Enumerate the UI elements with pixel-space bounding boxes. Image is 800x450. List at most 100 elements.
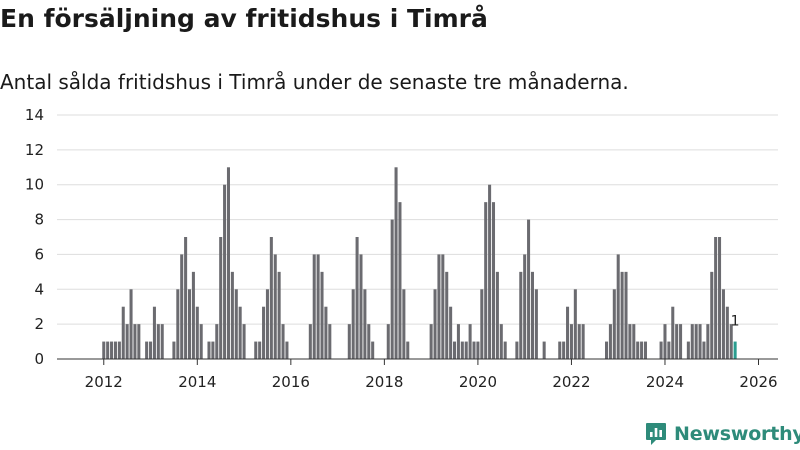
bar bbox=[503, 341, 507, 359]
bar bbox=[386, 324, 390, 359]
highlight-data-label: 1 bbox=[731, 314, 740, 330]
bar bbox=[449, 306, 453, 359]
bar bbox=[453, 341, 457, 359]
bar bbox=[694, 324, 698, 359]
bar bbox=[312, 254, 316, 359]
bar bbox=[628, 324, 632, 359]
bar bbox=[195, 306, 199, 359]
bar bbox=[176, 289, 180, 359]
bar bbox=[207, 341, 211, 359]
bar bbox=[679, 324, 683, 359]
bar bbox=[725, 306, 729, 359]
bar bbox=[117, 341, 121, 359]
bar bbox=[316, 254, 320, 359]
bar bbox=[125, 324, 129, 359]
bar bbox=[690, 324, 694, 359]
bar bbox=[437, 254, 441, 359]
brand-name: Newsworthy bbox=[674, 423, 800, 445]
bar bbox=[667, 341, 671, 359]
bar bbox=[215, 324, 219, 359]
bar bbox=[211, 341, 215, 359]
chart-subtitle: Antal sålda fritidshus i Timrå under de … bbox=[0, 70, 629, 94]
bar bbox=[219, 237, 223, 359]
bar bbox=[573, 289, 577, 359]
bar bbox=[675, 324, 679, 359]
bar bbox=[499, 324, 503, 359]
y-tick-label: 8 bbox=[34, 211, 44, 229]
y-tick-label: 6 bbox=[34, 245, 44, 263]
bar bbox=[663, 324, 667, 359]
bar bbox=[484, 202, 488, 359]
bar bbox=[367, 324, 371, 359]
bar bbox=[433, 289, 437, 359]
bar bbox=[612, 289, 616, 359]
bar bbox=[106, 341, 110, 359]
bar bbox=[698, 324, 702, 359]
bar bbox=[441, 254, 445, 359]
bar bbox=[172, 341, 176, 359]
bar bbox=[160, 324, 164, 359]
bar bbox=[402, 289, 406, 359]
bar bbox=[464, 341, 468, 359]
bar bbox=[265, 289, 269, 359]
bar-chart: 0 2 4 6 8 10 12 14 1 2012 2014 2016 2018 2020 2022 2024… bbox=[25, 106, 778, 391]
bar bbox=[706, 324, 710, 359]
y-tick-label: 14 bbox=[25, 106, 44, 124]
bar bbox=[371, 341, 375, 359]
bar bbox=[223, 184, 227, 359]
bar bbox=[137, 324, 141, 359]
newsworthy-logo-icon bbox=[646, 423, 666, 445]
bar bbox=[605, 341, 609, 359]
x-tick-label: 2016 bbox=[272, 373, 310, 391]
bar bbox=[242, 324, 246, 359]
bar bbox=[714, 237, 718, 359]
bar bbox=[468, 324, 472, 359]
bar bbox=[527, 219, 531, 359]
x-tick-label: 2012 bbox=[85, 373, 123, 391]
y-tick-label: 0 bbox=[34, 350, 44, 368]
bar bbox=[184, 237, 188, 359]
bar bbox=[542, 341, 546, 359]
bar bbox=[515, 341, 519, 359]
bar bbox=[262, 306, 266, 359]
bar bbox=[472, 341, 476, 359]
bar bbox=[702, 341, 706, 359]
bar bbox=[102, 341, 106, 359]
bar bbox=[530, 271, 534, 359]
x-tick-label: 2026 bbox=[739, 373, 777, 391]
bar bbox=[718, 237, 722, 359]
bar bbox=[254, 341, 258, 359]
bar bbox=[234, 289, 238, 359]
bar bbox=[320, 271, 324, 359]
bar bbox=[187, 289, 192, 359]
bar bbox=[729, 324, 733, 359]
bar bbox=[406, 341, 410, 359]
bar bbox=[710, 271, 714, 359]
bar bbox=[398, 202, 402, 359]
x-tick-label: 2020 bbox=[459, 373, 497, 391]
bar bbox=[608, 324, 612, 359]
bar bbox=[491, 202, 496, 359]
bar bbox=[659, 341, 663, 359]
y-tick-label: 2 bbox=[34, 315, 44, 333]
bar bbox=[308, 324, 312, 359]
y-tick-label: 10 bbox=[25, 176, 44, 194]
bar bbox=[523, 254, 527, 359]
bar bbox=[113, 341, 117, 359]
bar bbox=[429, 324, 433, 359]
x-tick-label: 2018 bbox=[365, 373, 403, 391]
bar bbox=[671, 306, 675, 359]
bar bbox=[480, 289, 484, 359]
bar bbox=[277, 271, 281, 359]
bar bbox=[581, 324, 585, 359]
brand-logo: Newsworthy bbox=[645, 420, 800, 448]
bar bbox=[269, 237, 273, 359]
bar bbox=[643, 341, 648, 359]
bar bbox=[328, 324, 332, 359]
bar bbox=[390, 219, 394, 359]
bar bbox=[285, 341, 289, 359]
bar bbox=[129, 289, 133, 359]
bar bbox=[686, 341, 690, 359]
bar bbox=[230, 271, 234, 359]
bar bbox=[258, 341, 262, 359]
